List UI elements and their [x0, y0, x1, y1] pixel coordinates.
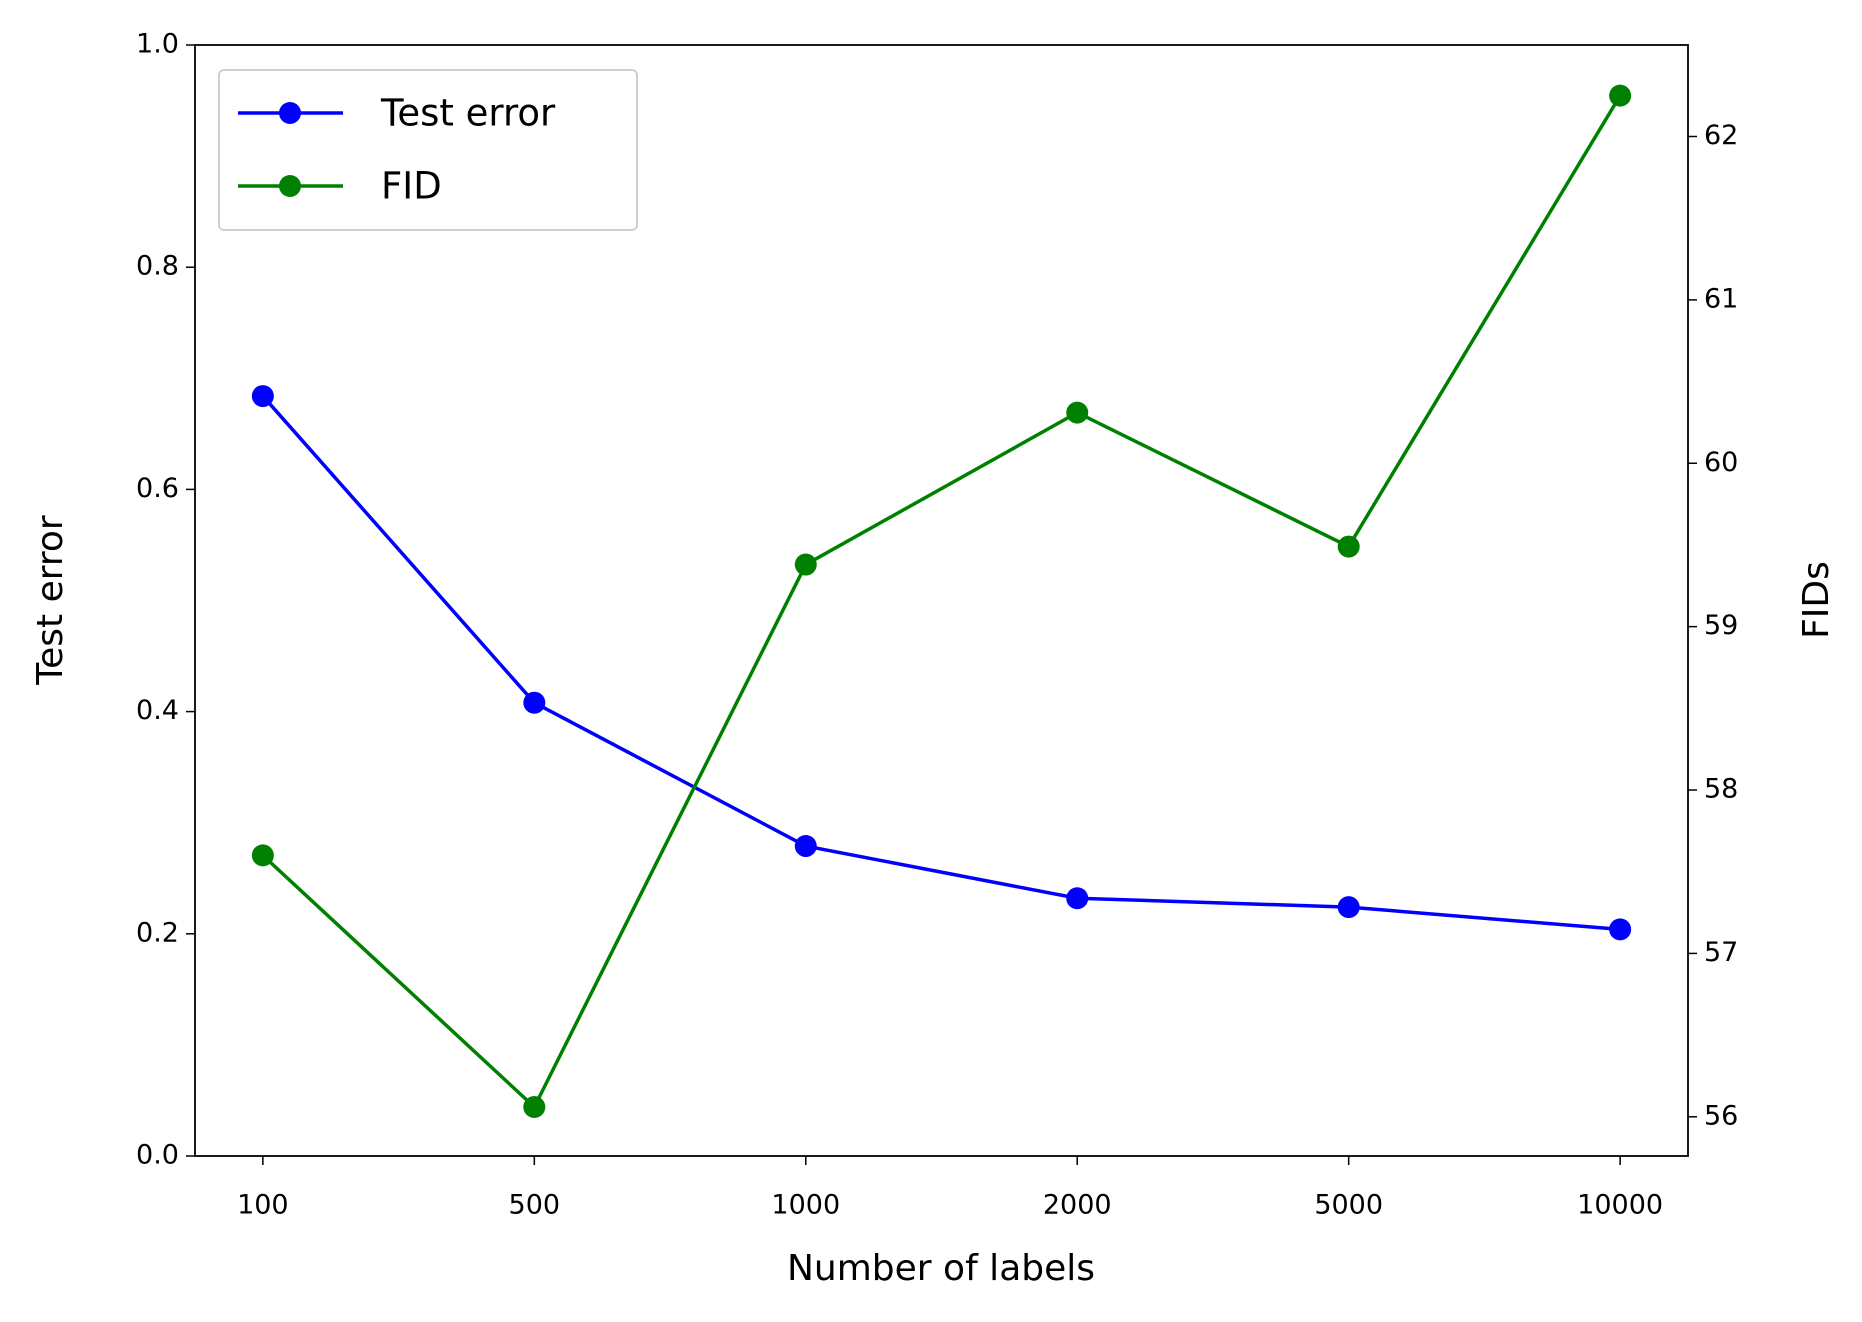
x-tick-label: 2000	[1043, 1190, 1112, 1221]
x-axis-label: Number of labels	[787, 1248, 1095, 1289]
legend-marker	[279, 175, 301, 197]
data-point	[1609, 918, 1632, 941]
y2-tick-label: 57	[1704, 937, 1738, 968]
data-point	[523, 691, 546, 714]
y2-tick-label: 59	[1704, 610, 1738, 641]
y-tick-label: 0.2	[136, 917, 179, 948]
y-tick-label: 0.4	[136, 695, 179, 726]
data-point	[1066, 887, 1089, 910]
x-tick-label: 1000	[771, 1190, 840, 1221]
x-tick-label: 100	[237, 1190, 289, 1221]
y-tick-label: 1.0	[136, 29, 179, 60]
y2-tick-label: 62	[1704, 120, 1738, 151]
data-point	[1337, 896, 1360, 919]
data-point	[1337, 535, 1360, 558]
data-point	[251, 385, 274, 408]
legend-label: Test error	[380, 92, 556, 135]
data-point	[1066, 401, 1089, 424]
data-point	[794, 553, 817, 576]
series-line	[261, 94, 1622, 1110]
data-point	[1609, 84, 1632, 107]
y-axis-label: Test error	[30, 515, 71, 686]
y2-tick-label: 58	[1704, 774, 1738, 805]
series-line	[261, 394, 1621, 932]
data-point	[523, 1095, 546, 1118]
plot-frame	[194, 44, 1689, 1157]
y2-tick-label: 56	[1704, 1100, 1738, 1131]
y2-axis-label: FIDs	[1796, 561, 1837, 639]
data-point	[794, 835, 817, 858]
legend-box	[218, 69, 638, 231]
data-point	[251, 844, 274, 867]
y2-tick-label: 60	[1704, 447, 1738, 478]
legend-label: FID	[381, 165, 442, 208]
x-tick-label: 500	[509, 1190, 561, 1221]
y2-tick-label: 61	[1704, 283, 1738, 314]
y-tick-label: 0.8	[136, 251, 179, 282]
legend-marker	[279, 102, 301, 124]
x-tick-label: 5000	[1314, 1190, 1383, 1221]
y-tick-label: 0.6	[136, 473, 179, 504]
x-tick-label: 10000	[1577, 1190, 1663, 1221]
y-tick-label: 0.0	[136, 1140, 179, 1171]
